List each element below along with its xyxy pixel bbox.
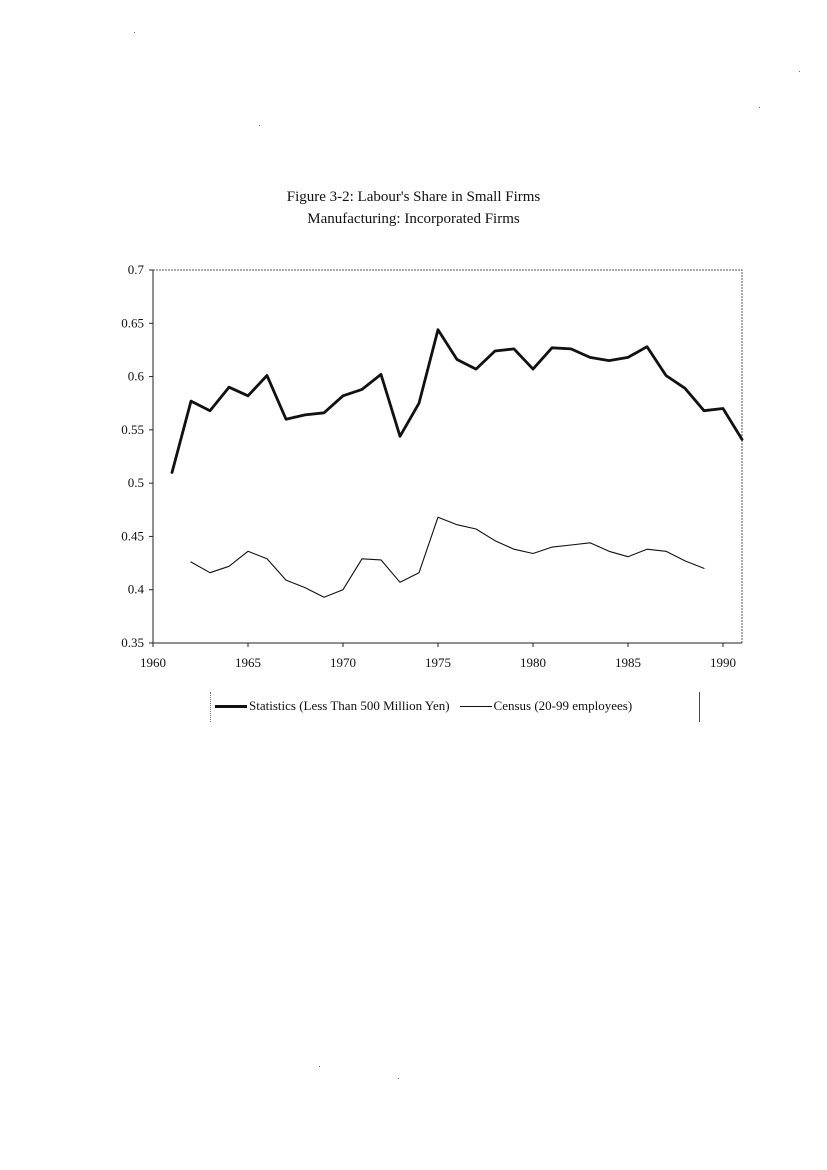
y-tick-label: 0.7 — [128, 262, 145, 277]
chart-title: Figure 3-2: Labour's Share in Small Firm… — [286, 189, 541, 205]
scan-speck — [259, 125, 260, 126]
legend-items: Statistics (Less Than 500 Million Yen) C… — [215, 698, 632, 714]
scan-speck — [134, 32, 135, 33]
scan-speck — [398, 1078, 399, 1079]
y-tick-label: 0.65 — [121, 315, 144, 330]
y-tick-label: 0.6 — [128, 369, 145, 384]
scan-speck — [799, 71, 800, 72]
plot-area-border — [152, 269, 743, 644]
legend-label-census: Census (20-99 employees) — [493, 698, 633, 713]
y-tick-label: 0.4 — [128, 582, 145, 597]
chart-subtitle: Manufacturing: Incorporated Firms — [307, 211, 520, 227]
x-tick-label: 1980 — [520, 655, 546, 670]
y-tick-label: 0.45 — [121, 528, 144, 543]
x-tick-label: 1990 — [710, 655, 736, 670]
x-tick-label: 1970 — [330, 655, 356, 670]
x-tick-label: 1965 — [235, 655, 261, 670]
y-tick-label: 0.5 — [128, 475, 144, 490]
chart-legend: Statistics (Less Than 500 Million Yen) C… — [210, 692, 700, 722]
legend-swatch-census — [459, 705, 492, 707]
x-tick-label: 1985 — [615, 655, 641, 670]
chart-title-block: Figure 3-2: Labour's Share in Small Firm… — [0, 186, 827, 230]
x-tick-label: 1975 — [425, 655, 451, 670]
x-tick-label: 1960 — [140, 655, 166, 670]
legend-label-statistics: Statistics (Less Than 500 Million Yen) — [249, 698, 450, 713]
series-line-census — [190, 516, 705, 598]
scan-speck — [759, 107, 760, 108]
scan-speck — [319, 1066, 320, 1067]
y-tick-label: 0.55 — [121, 422, 144, 437]
series-line-statistics — [170, 328, 744, 474]
legend-swatch-statistics — [215, 704, 247, 708]
y-tick-label: 0.35 — [121, 635, 144, 650]
